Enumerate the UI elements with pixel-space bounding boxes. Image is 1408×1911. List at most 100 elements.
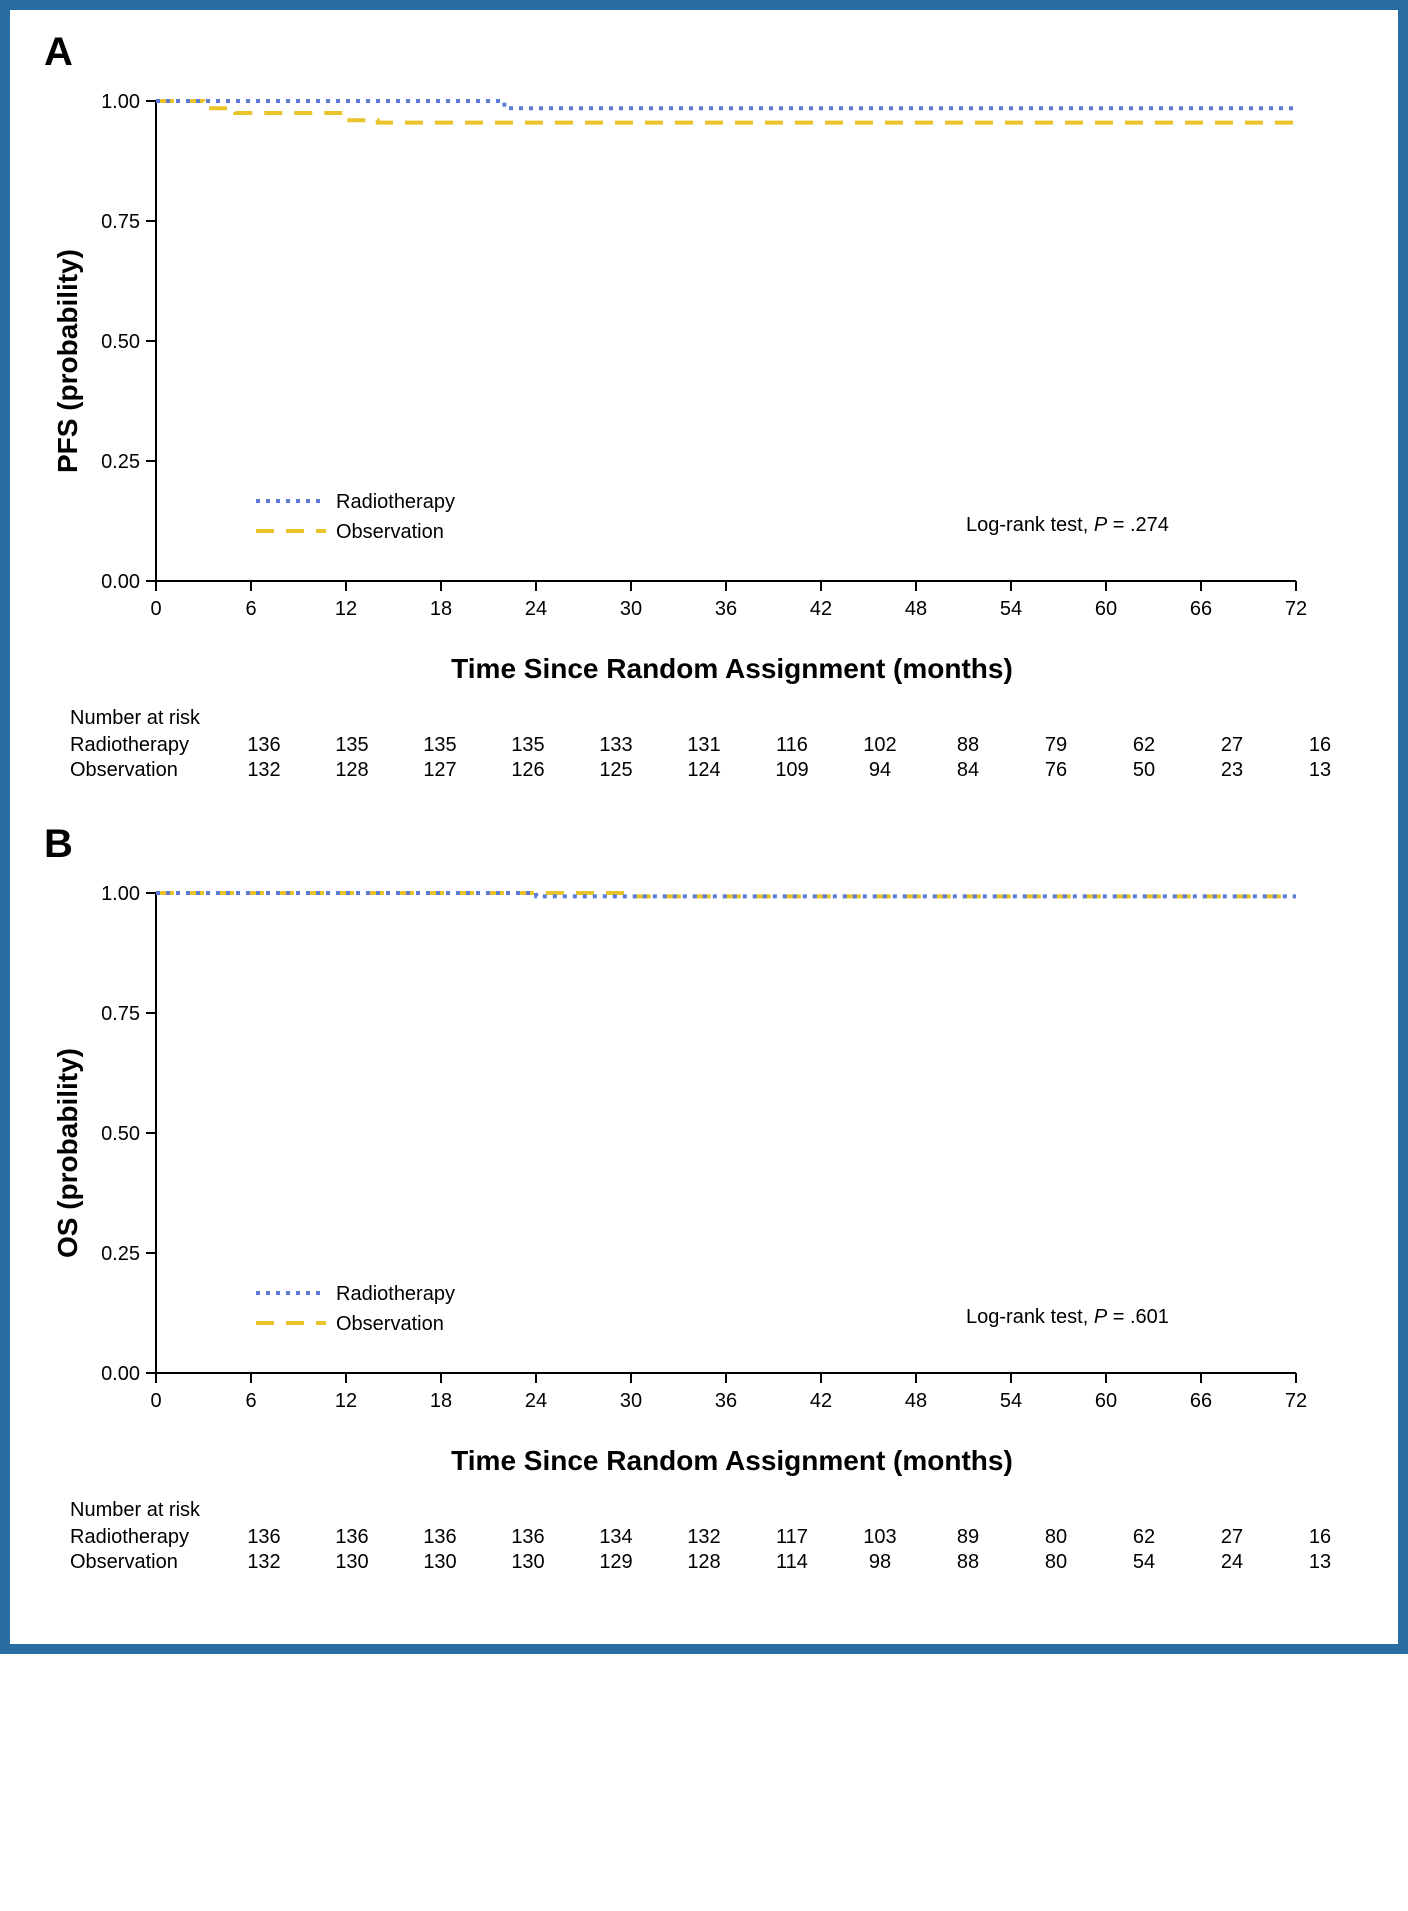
risk-cell: 89 [924,1526,1012,1549]
risk-cell: 62 [1100,1526,1188,1549]
risk-cell: 136 [220,734,308,757]
risk-cell: 88 [924,1551,1012,1574]
svg-text:42: 42 [810,1390,832,1412]
figure-outer-frame: A PFS (probability) 0.00 0.25 0.50 0.75 1.00 0 6… [0,0,1408,1654]
svg-text:66: 66 [1190,1390,1212,1412]
risk-row-label: Observation [70,759,220,782]
svg-text:0.00: 0.00 [101,571,140,593]
risk-cell: 127 [396,759,484,782]
risk-cell: 133 [572,734,660,757]
risk-cell: 130 [308,1551,396,1574]
svg-text:60: 60 [1095,1390,1117,1412]
risk-cell: 117 [748,1526,836,1549]
panel-label: B [44,822,1368,867]
x-axis-label: Time Since Random Assignment (months) [96,653,1368,685]
survival-chart: 0.000.250.500.751.0006121824303642485460… [96,873,1344,1433]
risk-cell: 135 [308,734,396,757]
svg-text:1.00: 1.00 [101,883,140,905]
risk-cell: 124 [660,759,748,782]
risk-cell: 94 [836,759,924,782]
svg-text:48: 48 [905,1390,927,1412]
svg-text:54: 54 [1000,598,1022,620]
risk-cell: 136 [220,1526,308,1549]
risk-cell: 80 [1012,1526,1100,1549]
risk-cell: 132 [220,759,308,782]
risk-table-header: Number at risk [70,707,1368,730]
svg-text:54: 54 [1000,1390,1022,1412]
svg-text:0.75: 0.75 [101,211,140,233]
legend: Radiotherapy Observation [256,491,455,543]
logrank-annotation: Log-rank test, P = .601 [966,1306,1169,1328]
risk-cell: 135 [396,734,484,757]
risk-cell: 136 [484,1526,572,1549]
risk-cell: 114 [748,1551,836,1574]
risk-cell: 13 [1276,759,1364,782]
svg-text:24: 24 [525,1390,547,1412]
svg-text:30: 30 [620,1390,642,1412]
svg-text:72: 72 [1285,598,1307,620]
risk-cell: 132 [220,1551,308,1574]
risk-cell: 54 [1100,1551,1188,1574]
svg-text:42: 42 [810,598,832,620]
risk-cell: 134 [572,1526,660,1549]
number-at-risk-table: Number at riskRadiotherapy13613513513513… [70,707,1368,782]
risk-cell: 88 [924,734,1012,757]
risk-cell: 27 [1188,1526,1276,1549]
risk-cell: 62 [1100,734,1188,757]
risk-cell: 27 [1188,734,1276,757]
risk-cell: 16 [1276,1526,1364,1549]
risk-row-label: Radiotherapy [70,1526,220,1549]
svg-text:12: 12 [335,1390,357,1412]
risk-cell: 136 [308,1526,396,1549]
risk-cell: 24 [1188,1551,1276,1574]
risk-row-label: Observation [70,1551,220,1574]
risk-cell: 102 [836,734,924,757]
risk-cell: 116 [748,734,836,757]
legend-label-radiotherapy: Radiotherapy [336,491,455,513]
number-at-risk-table: Number at risk Radiotherapy13613613613613… [70,1499,1368,1574]
risk-cell: 79 [1012,734,1100,757]
risk-row: Radiotherapy1361361361361341321171038980… [70,1526,1368,1549]
risk-cell: 135 [484,734,572,757]
svg-text:0: 0 [150,598,161,620]
svg-text:12: 12 [335,598,357,620]
risk-row: Observation13213013013012912811498888054… [70,1551,1368,1574]
risk-table-header: Number at risk [70,1499,1368,1522]
risk-cell: 130 [396,1551,484,1574]
risk-row: Radiotherapy1361351351351331311161028879… [70,734,1368,757]
legend-label-observation: Observation [336,1313,444,1335]
survival-chart: 0.000.250.500.751.0006121824303642485460… [96,81,1344,641]
risk-row: Observation13212812712612512410994847650… [70,759,1368,782]
svg-text:0.25: 0.25 [101,451,140,473]
risk-cell: 129 [572,1551,660,1574]
x-axis-label: Time Since Random Assignment (months) [96,1445,1368,1477]
figure-inner-frame: A PFS (probability) 0.00 0.25 0.50 0.75 1.00 0 6… [8,8,1400,1646]
risk-cell: 80 [1012,1551,1100,1574]
y-axis-label: PFS (probability) [52,249,84,473]
svg-text:30: 30 [620,598,642,620]
chart-wrap: OS (probability)0.000.250.500.751.000612… [40,873,1368,1433]
logrank-annotation: Log-rank test, P = .274 [966,514,1169,536]
svg-text:60: 60 [1095,598,1117,620]
y-axis-label: OS (probability) [52,1048,84,1258]
risk-cell: 76 [1012,759,1100,782]
legend: RadiotherapyObservation [256,1283,455,1335]
svg-text:0.00: 0.00 [101,1363,140,1385]
risk-cell: 16 [1276,734,1364,757]
curve-radiotherapy [156,893,1296,896]
risk-cell: 103 [836,1526,924,1549]
panel-label: A [44,30,1368,75]
curve-radiotherapy [156,101,1296,108]
svg-text:0.50: 0.50 [101,331,140,353]
risk-cell: 128 [660,1551,748,1574]
svg-text:6: 6 [245,1390,256,1412]
panel-B: BOS (probability)0.000.250.500.751.00061… [40,822,1368,1574]
svg-text:6: 6 [245,598,256,620]
risk-cell: 50 [1100,759,1188,782]
risk-cell: 84 [924,759,1012,782]
risk-cell: 131 [660,734,748,757]
risk-row-label: Radiotherapy [70,734,220,757]
svg-text:36: 36 [715,598,737,620]
legend-label-observation: Observation [336,521,444,543]
risk-cell: 23 [1188,759,1276,782]
